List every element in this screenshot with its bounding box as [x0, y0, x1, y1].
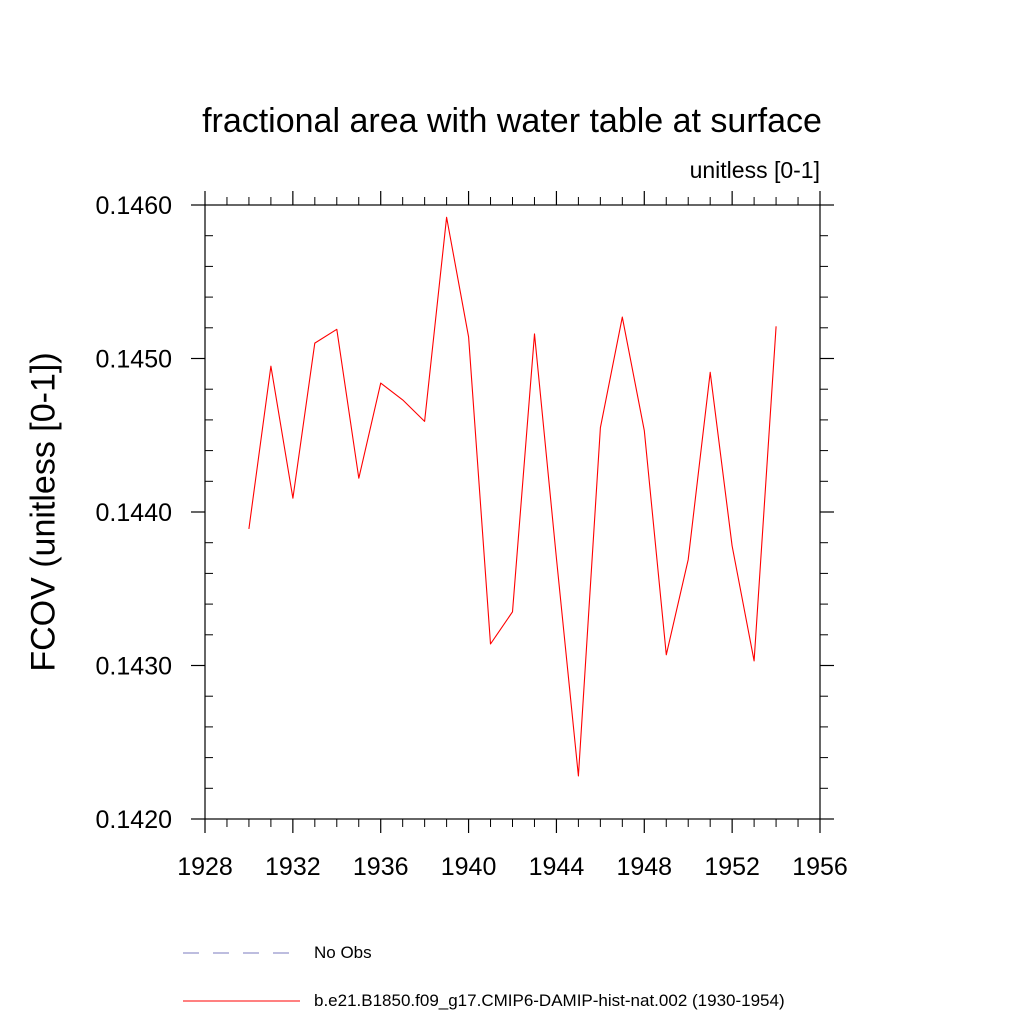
data-point — [446, 217, 447, 218]
y-tick-label: 0.1420 — [96, 806, 172, 834]
data-point — [754, 660, 755, 661]
major-ticks — [191, 191, 834, 833]
data-point — [534, 333, 535, 334]
data-point — [622, 316, 623, 317]
data-point — [688, 559, 689, 560]
data-point — [578, 775, 579, 776]
data-point — [270, 366, 271, 367]
data-point — [248, 528, 249, 529]
legend-label-no-obs: No Obs — [314, 943, 372, 962]
minor-ticks — [205, 197, 828, 827]
data-point — [600, 427, 601, 428]
data-point — [710, 372, 711, 373]
legend-label-model: b.e21.B1850.f09_g17.CMIP6-DAMIP-hist-nat… — [314, 991, 785, 1010]
data-point — [644, 430, 645, 431]
data-point — [314, 343, 315, 344]
y-tick-label: 0.1450 — [96, 346, 172, 374]
data-point — [424, 421, 425, 422]
data-point — [292, 498, 293, 499]
data-point — [512, 611, 513, 612]
x-tick-label: 1952 — [704, 853, 760, 881]
x-tick-label: 1956 — [792, 853, 848, 881]
x-tick-label: 1944 — [529, 853, 585, 881]
data-point — [336, 329, 337, 330]
x-tick-label: 1940 — [441, 853, 497, 881]
data-point — [490, 643, 491, 644]
data-point — [732, 545, 733, 546]
chart-title: fractional area with water table at surf… — [202, 102, 822, 140]
x-tick-label: 1948 — [616, 853, 672, 881]
y-tick-label: 0.1440 — [96, 499, 172, 527]
data-point — [468, 336, 469, 337]
units-label: unitless [0-1] — [689, 157, 820, 183]
y-axis-label: FCOV (unitless [0-1]) — [24, 352, 63, 672]
data-point — [380, 382, 381, 383]
series-line — [248, 216, 777, 777]
y-tick-label: 0.1460 — [96, 192, 172, 220]
data-point — [666, 654, 667, 655]
y-tick-label: 0.1430 — [96, 653, 172, 681]
series-lines — [248, 216, 777, 777]
x-tick-label: 1932 — [265, 853, 321, 881]
tick-labels: 0.1420 0.1430 0.1440 0.1450 0.1460 1928 1932 19… — [96, 192, 848, 881]
data-point — [556, 557, 557, 558]
data-point — [402, 399, 403, 400]
data-point — [775, 326, 776, 327]
data-point — [358, 478, 359, 479]
x-tick-label: 1928 — [177, 853, 233, 881]
x-tick-label: 1936 — [353, 853, 409, 881]
